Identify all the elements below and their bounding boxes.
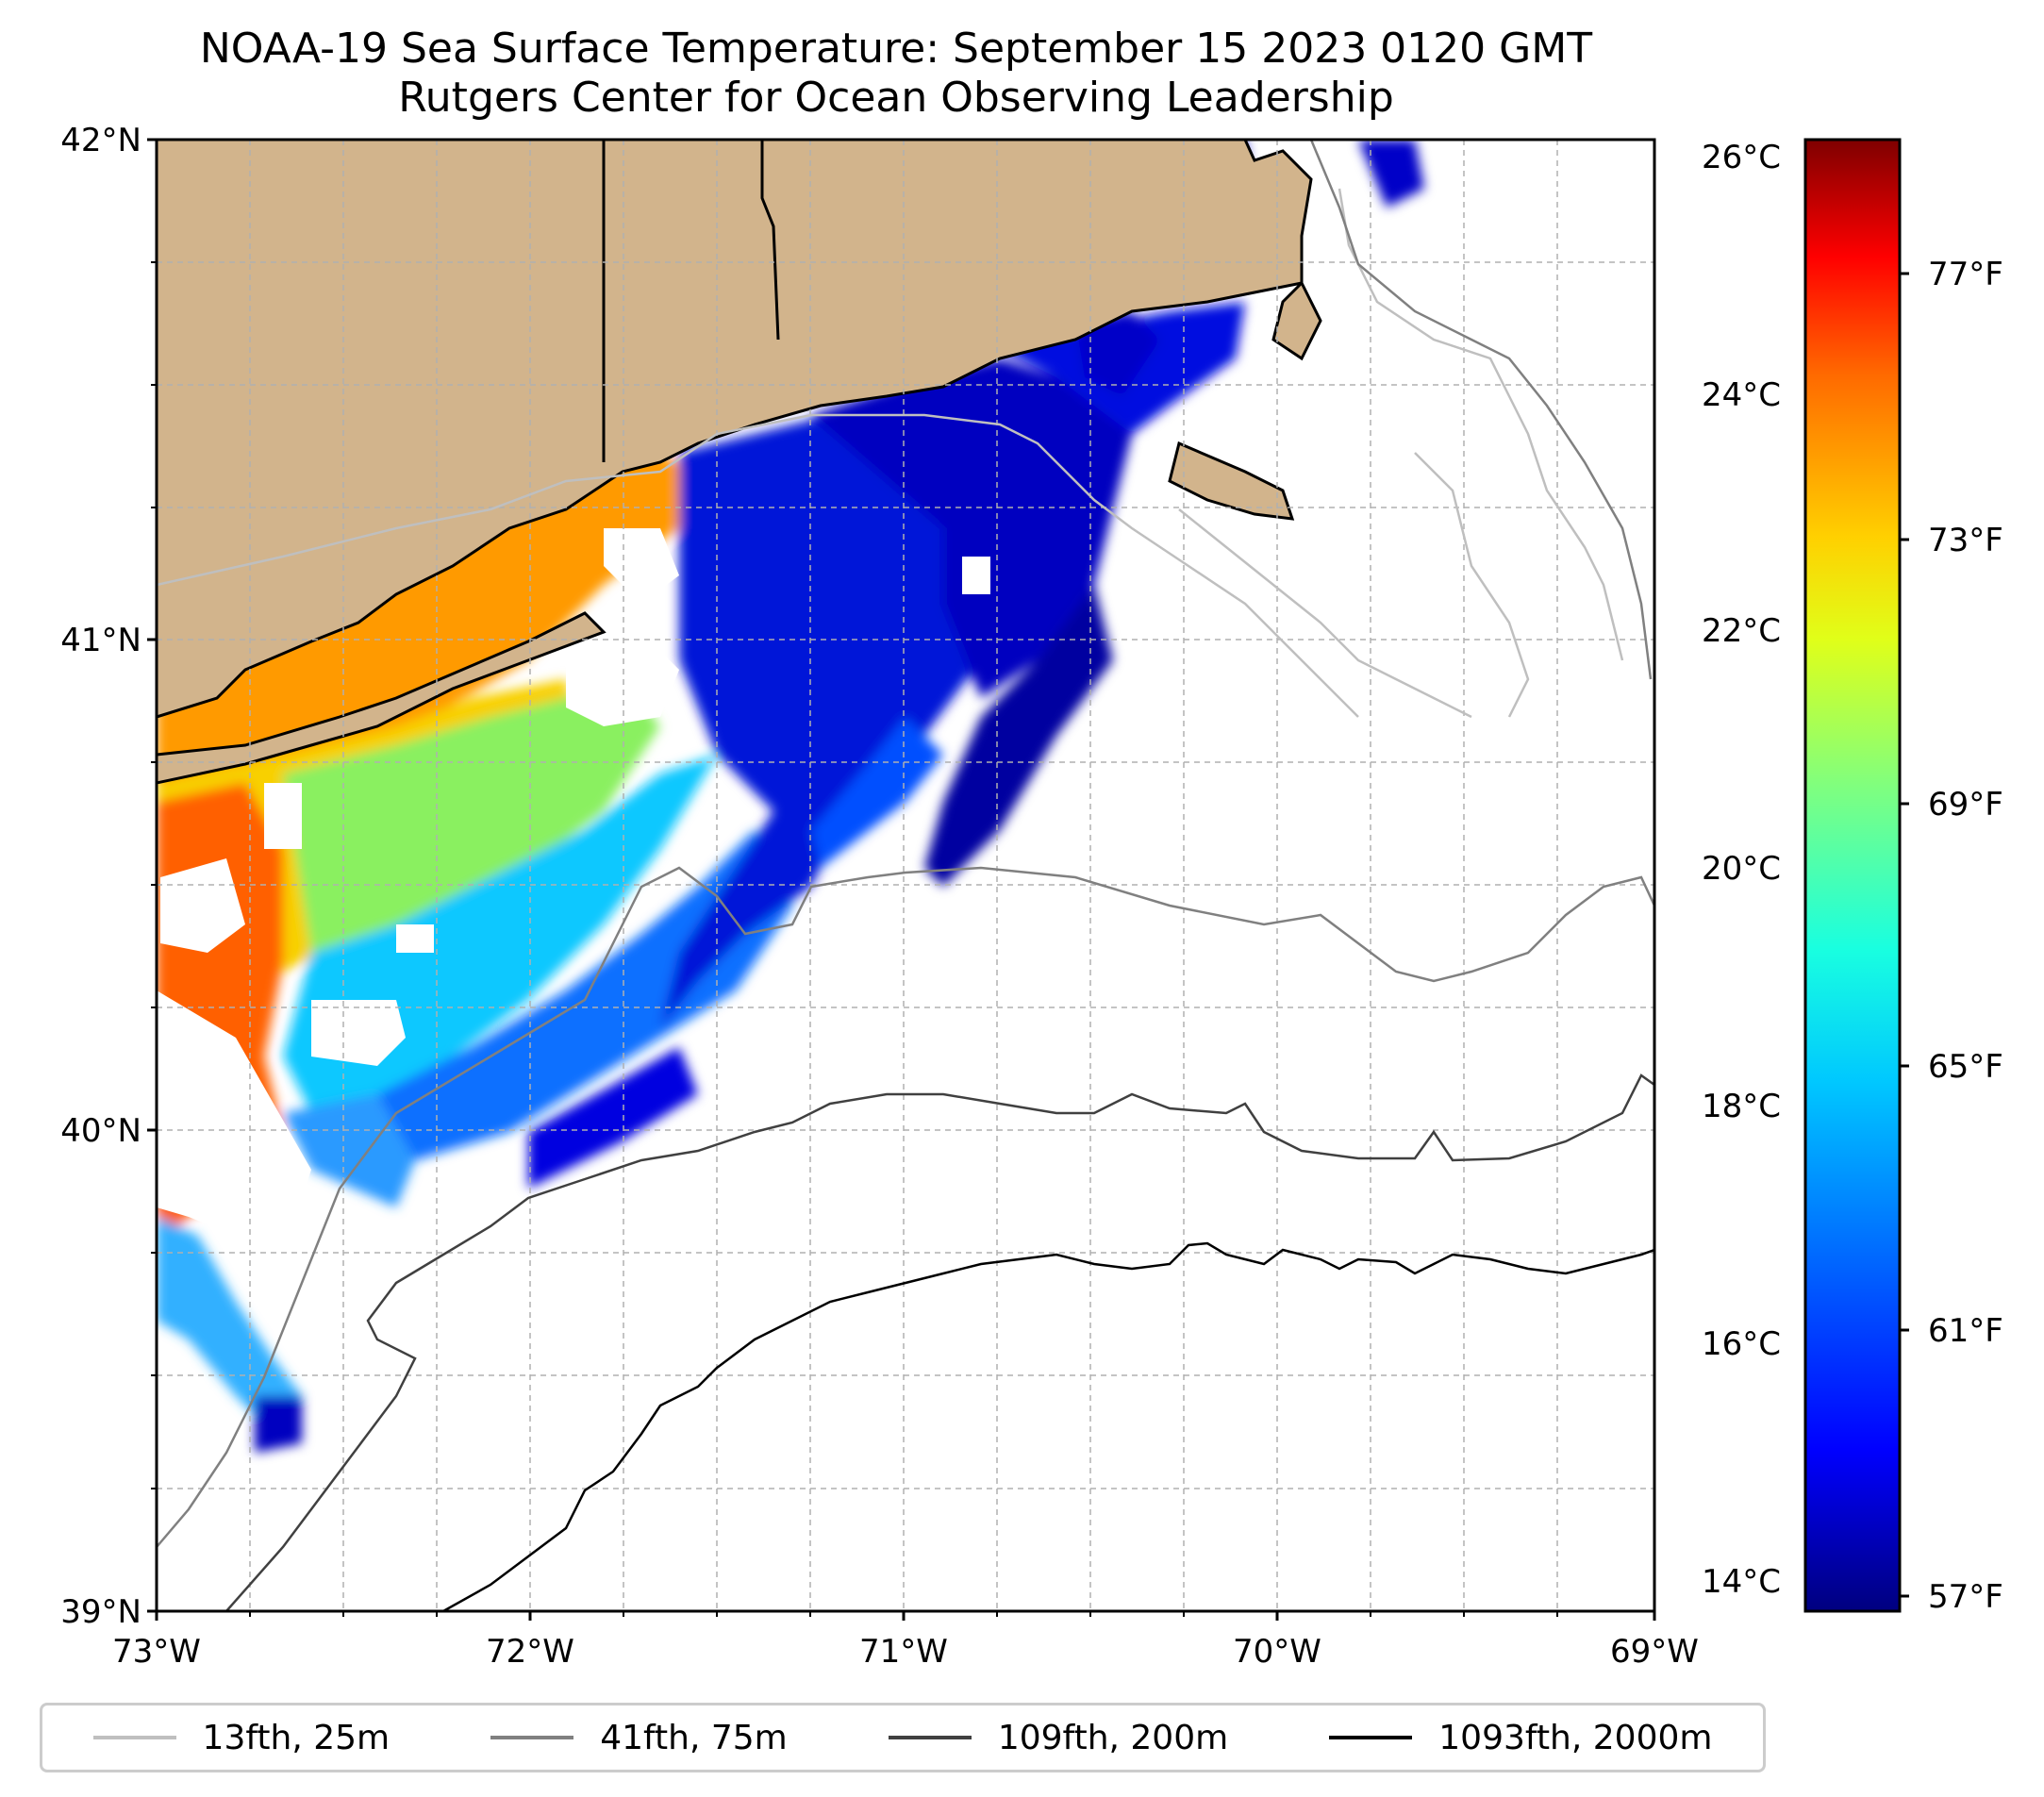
lon-axis-labels: 73°W 72°W 71°W 70°W 69°W: [112, 1633, 1699, 1671]
legend-item-2000m: 1093fth, 2000m: [1329, 1719, 1712, 1757]
colorbar-c-label: 14°C: [1702, 1563, 1781, 1601]
colorbar-ticks: [1900, 272, 1909, 1598]
colorbar-f-label: 69°F: [1928, 786, 2003, 824]
chart-title: NOAA-19 Sea Surface Temperature: Septemb…: [199, 25, 1593, 73]
chart-title-block: NOAA-19 Sea Surface Temperature: Septemb…: [0, 25, 1792, 123]
lon-label: 69°W: [1610, 1633, 1699, 1671]
legend-label: 109fth, 200m: [997, 1718, 1229, 1757]
isobath-2000m: [442, 1241, 1654, 1611]
lon-label: 70°W: [1233, 1633, 1321, 1671]
graticule: [157, 140, 1654, 1611]
map-frame: [155, 138, 1656, 1613]
colorbar-c-label: 20°C: [1702, 850, 1781, 888]
colorbar-f-label: 73°F: [1928, 522, 2003, 559]
lat-label: 40°N: [60, 1112, 141, 1150]
legend-line-swatch: [888, 1736, 972, 1739]
map-area: [157, 140, 1654, 1611]
colorbar: [1803, 138, 1902, 1613]
colorbar-c-label: 22°C: [1702, 612, 1781, 650]
legend-label: 1093fth, 2000m: [1438, 1718, 1713, 1757]
legend-line-swatch: [1329, 1736, 1413, 1739]
legend-line-swatch: [490, 1736, 574, 1739]
colorbar-celsius-labels: 26°C 24°C 22°C 20°C 18°C 16°C 14°C: [1702, 139, 1781, 1601]
no-data-patches: [157, 387, 990, 1255]
chart-subtitle: Rutgers Center for Ocean Observing Leade…: [398, 74, 1394, 122]
legend-line-swatch: [92, 1736, 176, 1739]
colorbar-f-label: 57°F: [1928, 1578, 2003, 1616]
isobath-25m: [157, 188, 1624, 719]
legend-label: 13fth, 25m: [202, 1718, 391, 1757]
legend-item-75m: 41fth, 75m: [490, 1719, 788, 1757]
colorbar-f-label: 61°F: [1928, 1312, 2003, 1350]
legend-label: 41fth, 75m: [600, 1718, 788, 1757]
colorbar-c-label: 18°C: [1702, 1088, 1781, 1125]
lon-label: 73°W: [112, 1633, 201, 1671]
colorbar-c-label: 16°C: [1702, 1325, 1781, 1363]
lat-label: 42°N: [60, 122, 141, 159]
legend-item-200m: 109fth, 200m: [888, 1718, 1229, 1757]
lat-label: 41°N: [60, 622, 141, 659]
colorbar-f-label: 65°F: [1928, 1048, 2003, 1086]
lon-label: 72°W: [486, 1633, 574, 1671]
isobath-200m: [225, 1073, 1654, 1611]
lat-label: 39°N: [60, 1593, 141, 1631]
axis-ticks: [147, 138, 1656, 1621]
state-boundaries: [602, 140, 780, 462]
isobath-75m: [157, 140, 1654, 1548]
lon-label: 71°W: [859, 1633, 948, 1671]
colorbar-c-label: 26°C: [1702, 139, 1781, 176]
isobath-legend: 13fth, 25m 41fth, 75m 109fth, 200m 1093f…: [40, 1703, 1766, 1772]
colorbar-c-label: 24°C: [1702, 376, 1781, 414]
colorbar-f-label: 77°F: [1928, 256, 2003, 293]
lat-axis-labels: 42°N 41°N 40°N 39°N: [60, 122, 141, 1631]
colorbar-fahrenheit-labels: 77°F 73°F 69°F 65°F 61°F 57°F: [1928, 256, 2003, 1616]
axis-minor-ticks: [151, 261, 1558, 1617]
legend-item-25m: 13fth, 25m: [92, 1718, 391, 1757]
